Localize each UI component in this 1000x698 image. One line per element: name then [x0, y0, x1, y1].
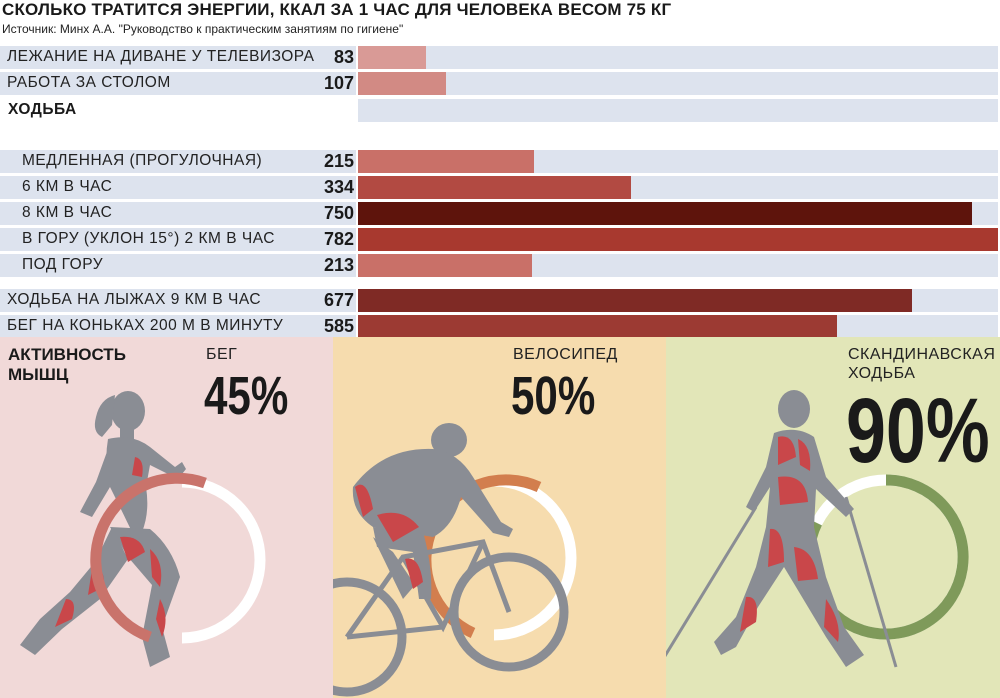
row-label-background	[0, 228, 356, 251]
bar-label: БЕГ НА КОНЬКАХ 200 М В МИНУТУ	[7, 317, 284, 334]
nordic-walking-label: СКАНДИНАВСКАЯ ХОДЬБА	[848, 346, 996, 382]
bar-row: В ГОРУ (УКЛОН 15°) 2 КМ В ЧАС 782	[0, 228, 1000, 251]
running-ring-value	[90, 472, 207, 643]
bar-row: МЕДЛЕННАЯ (ПРОГУЛОЧНАЯ) 215	[0, 150, 1000, 173]
bar-row: БЕГ НА КОНЬКАХ 200 М В МИНУТУ 585	[0, 315, 1000, 338]
nordic-walking-illustration	[666, 390, 969, 668]
bar-value: 334	[323, 177, 354, 197]
bar-track	[358, 72, 998, 95]
bar-value: 782	[323, 229, 354, 249]
bar-row: ЛЕЖАНИЕ НА ДИВАНЕ У ТЕЛЕВИЗОРА 83	[0, 46, 1000, 69]
panel-nordic-walking: СКАНДИНАВСКАЯ ХОДЬБА 90%	[666, 337, 1000, 698]
bar	[358, 176, 631, 199]
bar-row: ХОДЬБА НА ЛЫЖАХ 9 КМ В ЧАС 677	[0, 289, 1000, 312]
cycling-label: ВЕЛОСИПЕД	[513, 346, 618, 363]
nordic-poles	[666, 496, 898, 668]
bar-label: В ГОРУ (УКЛОН 15°) 2 КМ В ЧАС	[22, 230, 275, 247]
bar-row: 6 КМ В ЧАС 334	[0, 176, 1000, 199]
row-label-background	[0, 289, 356, 312]
bar-label: РАБОТА ЗА СТОЛОМ	[7, 74, 171, 91]
bar-value: 215	[323, 151, 354, 171]
bar-label: ПОД ГОРУ	[22, 256, 104, 273]
running-percent: 45%	[204, 366, 289, 426]
bar-row: РАБОТА ЗА СТОЛОМ 107	[0, 72, 1000, 95]
row-label-background	[0, 176, 356, 199]
energy-bar-chart: ХОДЬБА ЛЕЖАНИЕ НА ДИВАНЕ У ТЕЛЕВИЗОРА 83 РА…	[0, 46, 1000, 338]
bar-value: 750	[323, 203, 354, 223]
nordic-muscles	[740, 436, 839, 642]
running-label: БЕГ	[206, 346, 238, 363]
chart-source: Источник: Минх А.А. "Руководство к практ…	[2, 22, 404, 36]
cycling-ring-track	[493, 475, 577, 641]
cycling-percent: 50%	[511, 366, 596, 426]
bar-row: 8 КМ В ЧАС 750	[0, 202, 1000, 225]
row-label-background	[0, 254, 356, 277]
bar	[358, 46, 426, 69]
panel-cycling: ВЕЛОСИПЕД 50%	[333, 337, 666, 698]
bar	[358, 254, 532, 277]
bar-row: ПОД ГОРУ 213	[0, 254, 1000, 277]
bar	[358, 150, 534, 173]
row-label-background	[0, 202, 356, 225]
running-illustration	[20, 391, 266, 667]
bar-label: МЕДЛЕННАЯ (ПРОГУЛОЧНАЯ)	[22, 152, 263, 169]
bar-label: ХОДЬБА НА ЛЫЖАХ 9 КМ В ЧАС	[7, 291, 262, 308]
bar-track	[358, 46, 998, 69]
bar-value: 83	[333, 47, 354, 67]
bar	[358, 315, 837, 338]
bar	[358, 72, 446, 95]
group-label: ХОДЬБА	[8, 101, 77, 118]
panel-running: АКТИВНОСТЬ МЫШЦ БЕГ 45%	[0, 337, 333, 698]
row-label-background	[0, 72, 356, 95]
bar-label: 8 КМ В ЧАС	[22, 204, 113, 221]
bicycle	[333, 552, 569, 697]
cycling-silhouette	[352, 423, 513, 599]
running-ring-track	[181, 476, 266, 644]
bar	[358, 202, 972, 225]
group-row-walking: ХОДЬБА	[0, 99, 1000, 122]
bar-label: 6 КМ В ЧАС	[22, 178, 113, 195]
row-label-background	[0, 150, 356, 173]
row-label-background	[0, 315, 356, 338]
muscle-activity-panels: АКТИВНОСТЬ МЫШЦ БЕГ 45%	[0, 337, 1000, 698]
cycling-illustration	[333, 423, 577, 697]
bar-value: 213	[323, 255, 354, 275]
bar-track	[358, 99, 998, 122]
row-label-background	[0, 46, 356, 69]
activity-heading: АКТИВНОСТЬ МЫШЦ	[8, 345, 126, 384]
bar-value: 107	[323, 73, 354, 93]
bar-value: 677	[323, 290, 354, 310]
nordic-silhouette	[714, 390, 864, 667]
bar-value: 585	[323, 316, 354, 336]
chart-title: Сколько тратится энергии, ккал за 1 час …	[2, 0, 672, 19]
cycling-muscles	[355, 484, 423, 589]
nordic-walking-percent: 90%	[846, 380, 990, 482]
bar	[358, 228, 998, 251]
bar-label: ЛЕЖАНИЕ НА ДИВАНЕ У ТЕЛЕВИЗОРА	[7, 48, 315, 65]
bar	[358, 289, 912, 312]
